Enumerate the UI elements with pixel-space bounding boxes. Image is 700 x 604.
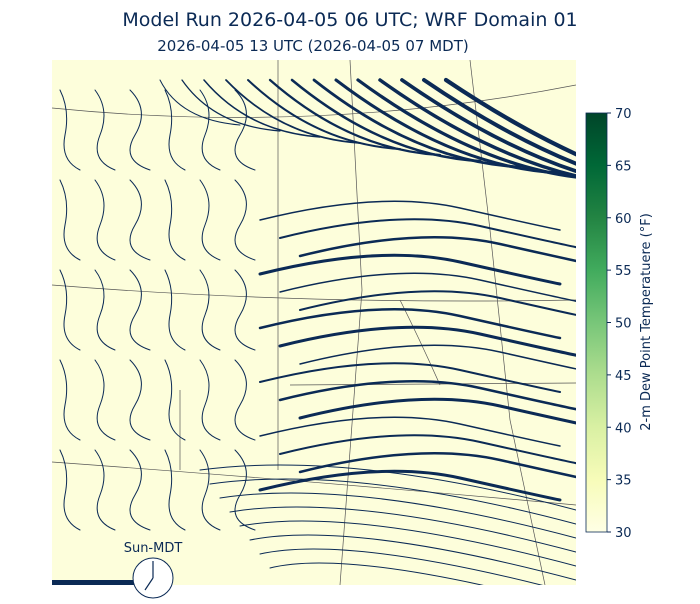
colorbar-tick-label: 70 bbox=[615, 107, 632, 122]
colorbar-tick-label: 35 bbox=[615, 474, 632, 489]
streamline bbox=[59, 179, 81, 261]
streamline bbox=[234, 89, 256, 171]
streamline bbox=[164, 449, 186, 531]
streamline bbox=[129, 89, 151, 171]
streamline bbox=[234, 269, 256, 351]
streamline bbox=[59, 359, 81, 441]
streamlines bbox=[59, 77, 576, 585]
streamline bbox=[59, 89, 81, 171]
streamline bbox=[247, 79, 401, 150]
clock-label: Sun-MDT bbox=[124, 541, 183, 556]
streamline bbox=[239, 520, 576, 567]
streamline bbox=[59, 449, 81, 531]
colorbar-tick-label: 55 bbox=[615, 264, 632, 279]
colorbar-tick-label: 50 bbox=[615, 317, 632, 332]
streamline bbox=[268, 78, 442, 157]
streamline bbox=[234, 359, 256, 441]
streamline bbox=[199, 89, 221, 171]
colorbar-tick-label: 30 bbox=[615, 526, 632, 541]
streamline bbox=[203, 79, 321, 138]
streamline bbox=[278, 380, 576, 411]
streamline bbox=[234, 179, 256, 261]
colorbar-tick-label: 60 bbox=[615, 212, 632, 227]
streamline bbox=[229, 506, 576, 553]
streamline bbox=[59, 269, 81, 351]
streamline bbox=[258, 469, 562, 502]
streamline bbox=[129, 359, 151, 441]
streamline bbox=[258, 253, 562, 286]
streamline bbox=[298, 236, 576, 263]
streamline bbox=[279, 434, 576, 465]
streamline bbox=[259, 416, 561, 447]
streamline bbox=[199, 179, 221, 261]
streamline bbox=[199, 449, 221, 531]
streamline bbox=[290, 78, 482, 163]
streamline bbox=[164, 359, 186, 441]
streamline bbox=[249, 534, 576, 581]
streamline bbox=[94, 269, 116, 351]
streamline bbox=[279, 272, 576, 302]
colorbar-ticks: 30 35 40 45 50 55 60 65 70 bbox=[607, 107, 632, 541]
streamline bbox=[299, 344, 576, 370]
colorbar-tick-label: 40 bbox=[615, 421, 632, 436]
streamline bbox=[164, 179, 186, 261]
colorbar-tick-label: 65 bbox=[615, 159, 632, 174]
streamline bbox=[164, 269, 186, 351]
streamline bbox=[129, 269, 151, 351]
streamline bbox=[279, 218, 576, 249]
streamline bbox=[181, 79, 281, 132]
streamline bbox=[298, 397, 576, 425]
streamline bbox=[259, 200, 561, 231]
streamline bbox=[129, 449, 151, 531]
streamline bbox=[259, 362, 561, 393]
colorbar-tick-label: 45 bbox=[615, 369, 632, 384]
streamline bbox=[269, 562, 484, 585]
streamline bbox=[422, 78, 576, 166]
streamline bbox=[299, 290, 576, 316]
streamline bbox=[258, 308, 562, 340]
streamline bbox=[312, 78, 522, 169]
streamline bbox=[443, 77, 576, 157]
streamline bbox=[94, 359, 116, 441]
streamline bbox=[94, 89, 116, 171]
streamline bbox=[159, 79, 241, 126]
time-bar bbox=[52, 580, 135, 585]
streamline bbox=[334, 78, 562, 175]
streamline bbox=[209, 478, 576, 525]
streamline bbox=[225, 79, 361, 144]
streamline bbox=[259, 548, 543, 585]
streamline bbox=[199, 269, 221, 351]
streamline bbox=[94, 179, 116, 261]
streamline bbox=[199, 464, 576, 511]
colorbar-label: 2-m Dew Point Temperatuere (°F) bbox=[639, 213, 654, 431]
streamline bbox=[164, 89, 186, 171]
streamline bbox=[129, 179, 151, 261]
streamline bbox=[94, 449, 116, 531]
subtitle: 2026-04-05 13 UTC (2026-04-05 07 MDT) bbox=[157, 37, 468, 55]
title: Model Run 2026-04-05 06 UTC; WRF Domain … bbox=[122, 9, 577, 31]
colorbar bbox=[585, 112, 608, 533]
streamline bbox=[278, 325, 576, 357]
streamline bbox=[400, 78, 576, 174]
map bbox=[52, 60, 576, 585]
clock-hands bbox=[144, 561, 154, 591]
streamline bbox=[298, 452, 576, 479]
streamline bbox=[378, 78, 576, 178]
streamline bbox=[219, 492, 576, 539]
streamline bbox=[199, 359, 221, 441]
